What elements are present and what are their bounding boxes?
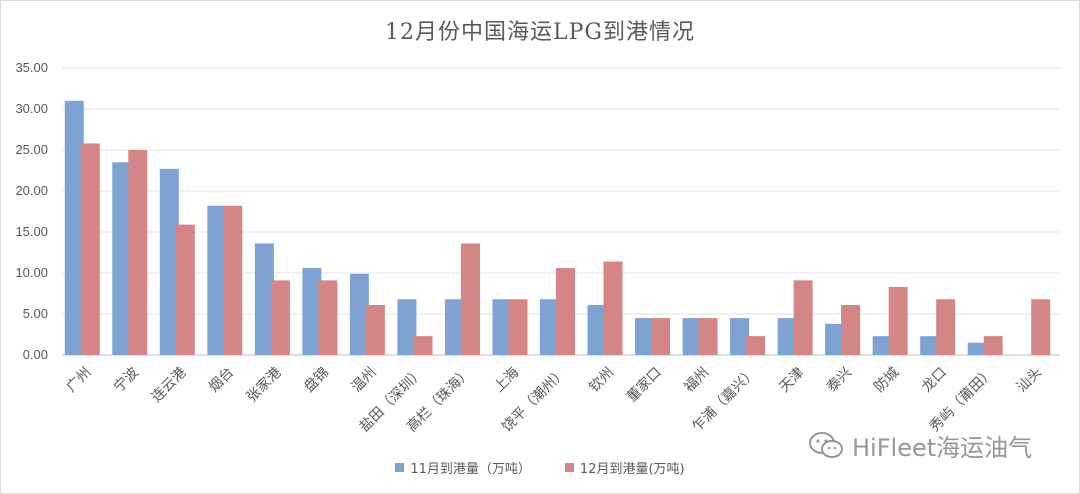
- bar-nov: [159, 168, 179, 355]
- x-tick-label: 温州: [349, 365, 380, 396]
- bars: [64, 100, 1051, 355]
- y-tick-label: 0.00: [23, 347, 48, 362]
- bar-nov: [254, 243, 274, 355]
- bar-dec: [793, 280, 813, 355]
- x-tick-label: 宁波: [110, 364, 142, 396]
- x-tick-label: 防城: [871, 365, 902, 396]
- legend-label-dec: 12月到港量(万吨): [579, 462, 685, 477]
- watermark-text: HiFleet海运油气: [852, 434, 1033, 462]
- bar-nov: [540, 299, 559, 355]
- x-tick-label: 广州: [63, 365, 94, 396]
- bar-dec: [128, 150, 148, 355]
- bar-dec: [223, 205, 243, 355]
- chart-title: 12月份中国海运LPG到港情况: [385, 20, 695, 45]
- bar-dec: [460, 243, 480, 355]
- bar-nov: [967, 342, 987, 355]
- x-tick-label: 汕头: [1014, 365, 1045, 396]
- bar-nov: [492, 299, 512, 355]
- x-tick-label: 钦州: [586, 365, 617, 396]
- x-tick-label: 连云港: [149, 365, 190, 406]
- x-tick-label: 福州: [681, 365, 712, 396]
- x-tick-label: 上海: [491, 365, 522, 396]
- bar-nov: [112, 162, 132, 355]
- legend-swatch-nov: [395, 463, 405, 472]
- legend: 11月到港量（万吨） 12月到港量(万吨): [0, 458, 1080, 477]
- bar-nov: [64, 100, 84, 355]
- bar-dec: [1031, 299, 1051, 355]
- bar-dec: [983, 336, 1003, 355]
- x-tick-label: 龙口: [919, 365, 950, 396]
- bar-dec: [888, 286, 908, 355]
- x-tick-label: 烟台: [206, 365, 237, 396]
- legend-label-nov: 11月到港量（万吨）: [410, 462, 531, 477]
- x-tick-label: 董家口: [623, 364, 665, 406]
- y-tick-label: 25.00: [15, 142, 48, 157]
- bar-dec: [413, 336, 433, 355]
- bar-nov: [444, 299, 464, 355]
- bar-nov: [682, 318, 702, 355]
- legend-item-nov: 11月到港量（万吨）: [395, 458, 531, 477]
- bar-dec: [603, 261, 623, 355]
- bar-dec: [746, 336, 766, 355]
- bar-nov: [587, 304, 607, 355]
- x-tick-label: 泰兴: [824, 365, 855, 396]
- bar-nov: [825, 323, 845, 355]
- bar-dec: [508, 299, 528, 355]
- bar-nov: [302, 268, 322, 355]
- x-tick-label: 张家港: [243, 364, 285, 406]
- bar-nov: [635, 318, 655, 355]
- bar-nov: [872, 336, 892, 355]
- legend-swatch-dec: [564, 463, 574, 472]
- x-tick-label: 盘锦: [300, 364, 332, 396]
- bar-nov: [777, 318, 797, 355]
- y-tick-label: 20.00: [15, 183, 48, 198]
- y-tick-label: 15.00: [15, 224, 48, 239]
- bar-dec: [556, 268, 575, 355]
- bar-nov: [397, 299, 417, 355]
- bar-dec: [318, 280, 338, 355]
- bar-dec: [651, 318, 671, 355]
- bar-nov: [207, 205, 227, 355]
- y-tick-label: 35.00: [15, 60, 48, 75]
- bar-dec: [698, 318, 718, 355]
- legend-item-dec: 12月到港量(万吨): [564, 458, 685, 477]
- bar-dec: [841, 304, 861, 355]
- bar-dec: [365, 304, 385, 355]
- x-tick-label: 天津: [776, 365, 807, 396]
- watermark: HiFleet海运油气: [808, 428, 1032, 463]
- wechat-icon: [809, 431, 843, 458]
- y-tick-label: 30.00: [15, 101, 48, 116]
- bar-nov: [730, 318, 750, 355]
- y-axis-ticks: 0.00 5.00 10.00 15.00 20.00 25.00 30.00 35.00: [15, 60, 48, 362]
- bar-dec: [80, 143, 100, 355]
- bar-nov: [349, 273, 369, 355]
- bar-dec: [175, 224, 195, 355]
- bar-dec: [936, 299, 956, 355]
- y-tick-label: 10.00: [15, 265, 48, 280]
- bar-nov: [920, 336, 940, 355]
- bar-dec: [270, 280, 290, 355]
- y-tick-label: 5.00: [23, 306, 48, 321]
